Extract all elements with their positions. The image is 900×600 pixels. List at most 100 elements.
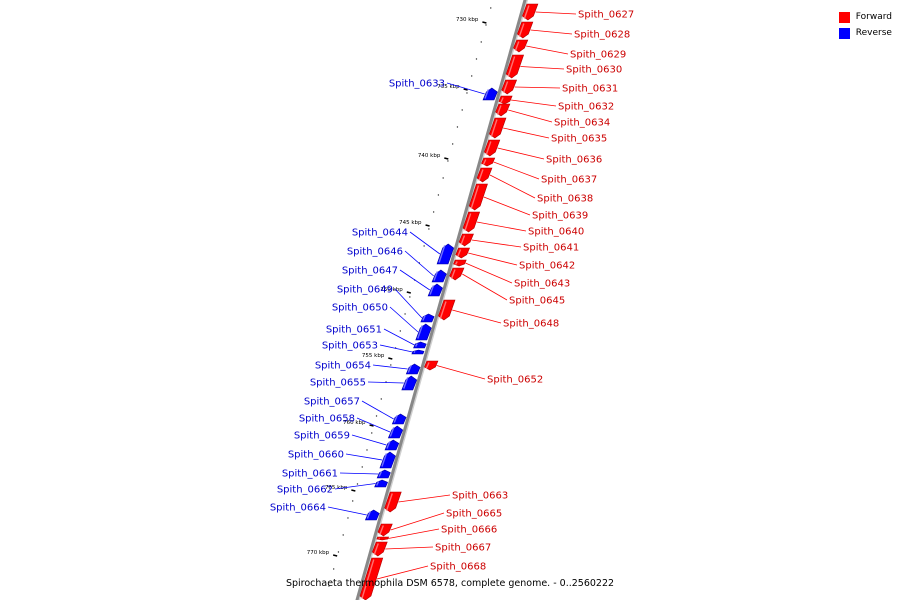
- gene-highlight: [429, 285, 435, 295]
- gene-body: [438, 299, 456, 321]
- label-connector: [468, 252, 518, 266]
- gene-labels: Spith_0627 Spith_0628 Spith_0629 Spith_0630…: [270, 10, 634, 580]
- gene-highlight: [407, 365, 412, 373]
- gene-label: Spith_0663: [452, 491, 508, 502]
- gene-Spith_0630: [505, 54, 525, 79]
- minor-tick: [475, 58, 478, 60]
- gene-Spith_0633: [482, 87, 498, 101]
- label-connector: [503, 127, 550, 139]
- gene-Spith_0660: [379, 451, 396, 469]
- gene-body: [374, 479, 388, 488]
- gene-body: [371, 541, 388, 557]
- gene-label: Spith_0635: [551, 134, 607, 145]
- gene-body: [501, 79, 518, 95]
- gene-label-Spith_0667: Spith_0667: [385, 543, 491, 554]
- gene-label: Spith_0662: [277, 485, 333, 496]
- gene-Spith_0645: [449, 267, 465, 281]
- minor-tick: [480, 41, 482, 43]
- tick-label: 735 kbp: [437, 84, 460, 90]
- gene-Spith_0647: [427, 283, 443, 297]
- gene-label: Spith_0665: [446, 509, 502, 520]
- legend-label-reverse: Reverse: [855, 28, 892, 38]
- gene-label-Spith_0662: Spith_0662: [277, 483, 376, 496]
- gene-label-Spith_0633: Spith_0633: [389, 79, 485, 95]
- label-connector: [390, 512, 445, 531]
- gene-label: Spith_0634: [554, 118, 610, 129]
- legend: Forward Reverse: [838, 9, 892, 41]
- minor-tick: [390, 364, 392, 366]
- legend-label-forward: Forward: [855, 12, 892, 22]
- minor-tick: [485, 24, 487, 26]
- label-connector: [476, 221, 527, 232]
- major-tick: [482, 21, 487, 24]
- gene-Spith_0666: [376, 536, 390, 541]
- label-connector: [361, 400, 394, 420]
- gene-label: Spith_0655: [310, 378, 366, 389]
- tick-label: 770 kbp: [307, 550, 330, 556]
- gene-label-Spith_0652: Spith_0652: [436, 365, 543, 386]
- gene-body: [462, 211, 481, 233]
- gene-highlight: [361, 559, 375, 599]
- label-connector: [404, 250, 434, 277]
- gene-highlight: [366, 511, 371, 519]
- gene-label-Spith_0650: Spith_0650: [332, 303, 419, 333]
- gene-label-Spith_0638: Spith_0638: [489, 174, 593, 205]
- label-connector: [398, 494, 451, 503]
- gene-label: Spith_0648: [503, 319, 559, 330]
- minor-tick: [328, 585, 330, 587]
- minor-tick: [451, 143, 454, 145]
- gene-Spith_0653: [411, 349, 425, 355]
- label-connector: [389, 306, 419, 333]
- gene-highlight: [464, 213, 472, 231]
- gene-label: Spith_0641: [523, 243, 579, 254]
- map-caption: Spirochaeta thermophila DSM 6578, comple…: [285, 578, 615, 589]
- label-connector: [489, 174, 536, 199]
- gene-label-Spith_0640: Spith_0640: [476, 221, 584, 238]
- minor-tick: [356, 483, 359, 485]
- minor-tick: [432, 211, 435, 213]
- gene-label: Spith_0667: [435, 543, 491, 554]
- gene-features: [359, 3, 539, 600]
- legend-item-reverse: Reverse: [838, 25, 892, 41]
- label-connector: [452, 309, 502, 324]
- gene-label-Spith_0649: Spith_0649: [337, 285, 423, 319]
- gene-label: Spith_0657: [304, 397, 360, 408]
- gene-body: [376, 536, 390, 541]
- gene-label: Spith_0660: [288, 450, 344, 461]
- major-tick: [444, 157, 449, 160]
- gene-Spith_0668: [359, 557, 384, 600]
- label-connector: [493, 161, 540, 180]
- gene-highlight: [457, 249, 462, 257]
- gene-body: [424, 360, 439, 371]
- label-connector: [446, 82, 485, 95]
- gene-label: Spith_0631: [562, 84, 618, 95]
- minor-tick: [437, 194, 440, 196]
- gene-label-Spith_0654: Spith_0654: [315, 361, 408, 372]
- gene-label: Spith_0637: [541, 175, 597, 186]
- gene-Spith_0641: [458, 233, 474, 247]
- gene-Spith_0662: [374, 479, 388, 488]
- minor-tick: [447, 160, 449, 162]
- label-connector: [409, 231, 441, 255]
- label-connector: [535, 11, 577, 15]
- tick-label: 745 kbp: [399, 220, 422, 226]
- gene-label: Spith_0646: [347, 247, 403, 258]
- major-tick: [351, 489, 356, 492]
- gene-Spith_0634: [495, 103, 511, 117]
- tick-label: 760 kbp: [343, 420, 366, 426]
- legend-swatch-reverse: [838, 27, 850, 39]
- gene-label-Spith_0630: Spith_0630: [520, 65, 622, 76]
- gene-Spith_0658: [387, 425, 404, 439]
- gene-label: Spith_0654: [315, 361, 371, 372]
- gene-body: [483, 139, 501, 157]
- gene-label: Spith_0652: [487, 375, 543, 386]
- major-tick: [463, 88, 468, 91]
- gene-label-Spith_0668: Spith_0668: [376, 562, 486, 580]
- label-connector: [497, 147, 545, 160]
- gene-highlight: [503, 81, 509, 93]
- legend-item-forward: Forward: [838, 9, 892, 25]
- gene-label: Spith_0630: [566, 65, 622, 76]
- label-connector: [462, 273, 508, 301]
- gene-highlight: [379, 525, 384, 535]
